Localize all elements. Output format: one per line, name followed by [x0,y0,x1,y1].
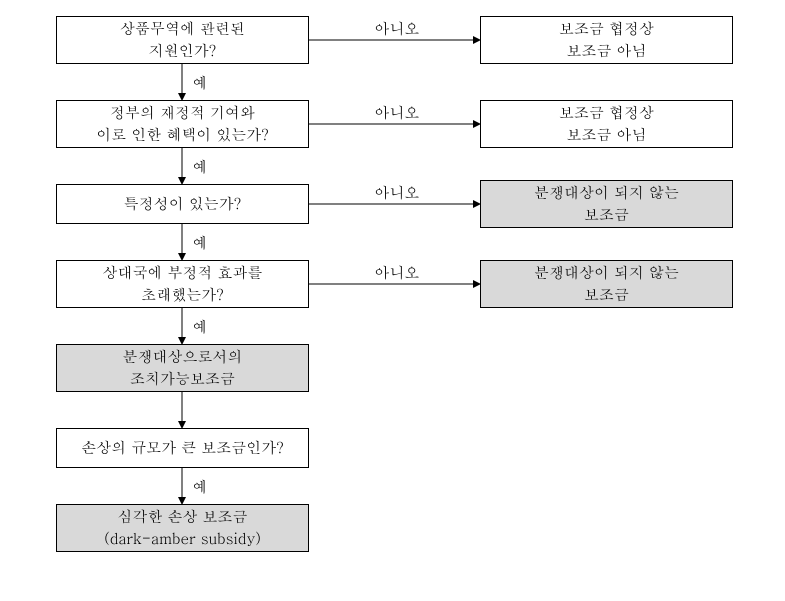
node-r4: 분쟁대상이 되지 않는 보조금 [480,260,733,308]
edge-no-3: 아니오 [347,182,447,203]
edge-yes-6: 예 [192,476,207,497]
node-q2-line2: 이로 인한 혜택이 있는가? [96,124,269,147]
node-r1: 보조금 협정상 보조금 아님 [480,16,733,64]
node-q7: 심각한 손상 보조금 (dark-amber subsidy) [56,504,309,552]
node-r1-line1: 보조금 협정상 [559,18,654,41]
node-r2-line2: 보조금 아님 [567,124,647,147]
node-q2: 정부의 재정적 기여와 이로 인한 혜택이 있는가? [56,100,309,148]
node-q2-line1: 정부의 재정적 기여와 [110,102,255,125]
node-r3: 분쟁대상이 되지 않는 보조금 [480,180,733,228]
node-q3-line1: 특정성이 있는가? [124,193,242,216]
node-q1: 상품무역에 관련된 지원인가? [56,16,309,64]
node-r3-line2: 보조금 [584,204,629,227]
edge-no-1: 아니오 [347,18,447,39]
node-r4-line1: 분쟁대상이 되지 않는 [534,262,679,285]
node-q5: 분쟁대상으로서의 조치가능보조금 [56,344,309,392]
edge-no-2: 아니오 [347,102,447,123]
node-q4-line2: 초래했는가? [141,284,224,307]
node-q1-line2: 지원인가? [149,40,217,63]
edge-yes-4: 예 [192,316,207,337]
node-r2-line1: 보조금 협정상 [559,102,654,125]
node-r4-line2: 보조금 [584,284,629,307]
edge-yes-2: 예 [192,156,207,177]
node-r3-line1: 분쟁대상이 되지 않는 [534,182,679,205]
node-q1-line1: 상품무역에 관련된 [120,18,245,41]
node-q6-line1: 손상의 규모가 큰 보조금인가? [81,437,284,460]
node-q4: 상대국에 부정적 효과를 초래했는가? [56,260,309,308]
node-q5-line1: 분쟁대상으로서의 [123,346,243,369]
node-q7-line2: (dark-amber subsidy) [104,528,261,551]
node-q4-line1: 상대국에 부정적 효과를 [103,262,263,285]
node-r1-line2: 보조금 아님 [567,40,647,63]
edge-no-4: 아니오 [347,262,447,283]
node-q6: 손상의 규모가 큰 보조금인가? [56,428,309,468]
edge-yes-1: 예 [192,72,207,93]
edge-yes-3: 예 [192,232,207,253]
node-q5-line2: 조치가능보조금 [130,368,235,391]
node-q7-line1: 심각한 손상 보조금 [118,506,248,529]
node-r2: 보조금 협정상 보조금 아님 [480,100,733,148]
node-q3: 특정성이 있는가? [56,184,309,224]
